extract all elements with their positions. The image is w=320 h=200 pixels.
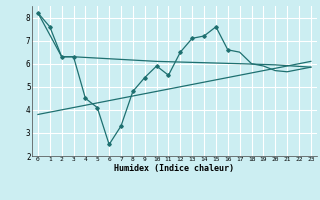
- X-axis label: Humidex (Indice chaleur): Humidex (Indice chaleur): [115, 164, 234, 173]
